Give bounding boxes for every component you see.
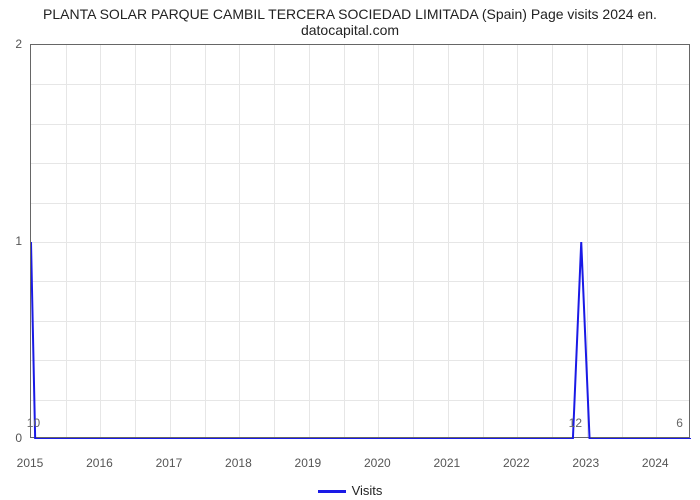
legend-label: Visits bbox=[352, 483, 383, 498]
x-tick-label: 2018 bbox=[225, 456, 252, 470]
chart-title-line1: PLANTA SOLAR PARQUE CAMBIL TERCERA SOCIE… bbox=[43, 6, 657, 22]
plot-area bbox=[30, 44, 690, 438]
y-tick-label: 0 bbox=[2, 431, 22, 445]
x-tick-label: 2022 bbox=[503, 456, 530, 470]
inside-data-label: 6 bbox=[676, 416, 683, 430]
y-tick-label: 2 bbox=[2, 37, 22, 51]
x-tick-label: 2021 bbox=[433, 456, 460, 470]
chart-container: PLANTA SOLAR PARQUE CAMBIL TERCERA SOCIE… bbox=[0, 0, 700, 500]
x-tick-label: 2015 bbox=[17, 456, 44, 470]
legend-swatch bbox=[318, 490, 346, 493]
chart-title-line2: datocapital.com bbox=[0, 22, 700, 38]
visits-series bbox=[31, 45, 691, 439]
legend: Visits bbox=[0, 483, 700, 498]
x-tick-label: 2019 bbox=[295, 456, 322, 470]
x-tick-label: 2020 bbox=[364, 456, 391, 470]
inside-data-label: 12 bbox=[569, 416, 582, 430]
x-tick-label: 2016 bbox=[86, 456, 113, 470]
x-tick-label: 2023 bbox=[572, 456, 599, 470]
x-tick-label: 2017 bbox=[156, 456, 183, 470]
chart-title: PLANTA SOLAR PARQUE CAMBIL TERCERA SOCIE… bbox=[0, 6, 700, 38]
inside-data-label: 10 bbox=[27, 416, 40, 430]
y-tick-label: 1 bbox=[2, 234, 22, 248]
x-tick-label: 2024 bbox=[642, 456, 669, 470]
